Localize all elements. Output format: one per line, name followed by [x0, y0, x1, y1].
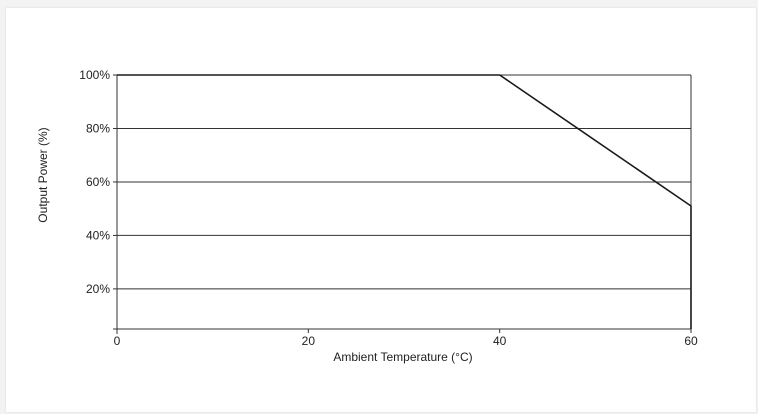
plot-frame: [113, 75, 692, 334]
y-axis-ticks: 20% 40% 60% 80% 100%: [79, 68, 117, 296]
y-tick-label: 100%: [79, 68, 110, 82]
y-tick-label: 80%: [86, 121, 110, 135]
y-tick-label: 40%: [86, 228, 110, 242]
y-tick-label: 20%: [86, 282, 110, 296]
grid-layer: [117, 74, 691, 290]
x-axis-ticks: 0 20 40 60: [114, 329, 698, 348]
y-axis-title: Output Power (%): [36, 127, 50, 222]
x-tick-label: 60: [684, 334, 698, 348]
derating-curve: [117, 74, 692, 329]
x-tick-label: 0: [114, 334, 121, 348]
x-tick-label: 20: [302, 334, 316, 348]
series-layer: [117, 74, 692, 329]
y-tick-label: 60%: [86, 175, 110, 189]
x-tick-label: 40: [493, 334, 507, 348]
x-axis-title: Ambient Temperature (°C): [333, 350, 472, 364]
